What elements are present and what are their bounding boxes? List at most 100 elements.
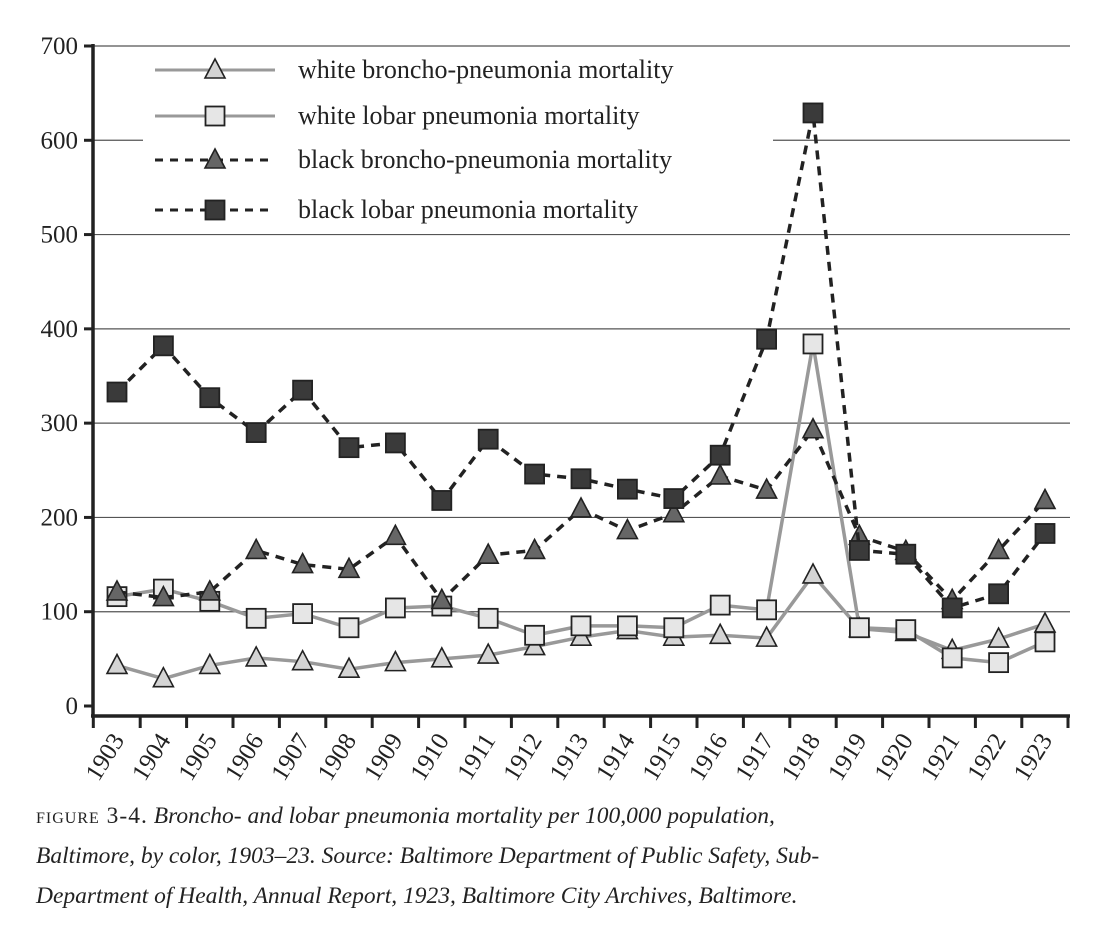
triangle-marker	[708, 463, 732, 485]
y-tick-label: 0	[66, 693, 79, 720]
square-marker	[204, 105, 226, 127]
legend-label: black lobar pneumonia mortality	[298, 195, 638, 224]
triangle-marker	[662, 500, 686, 523]
caption-line-2: Baltimore, by color, 1903–23. Source: Ba…	[36, 843, 820, 869]
triangle-marker	[384, 649, 407, 672]
triangle-marker	[708, 622, 732, 645]
square-marker	[292, 603, 314, 624]
caption-label: figure 3-4.	[36, 803, 148, 829]
legend: white broncho-pneumonia mortality white l…	[143, 50, 773, 234]
x-tick-label: 1915	[637, 729, 686, 786]
triangle-marker	[1033, 487, 1057, 510]
series-white-lobar-pneumonia-mortality	[106, 333, 1056, 674]
square-marker	[570, 468, 592, 490]
triangle-marker	[801, 417, 825, 439]
square-marker	[756, 599, 777, 621]
triangle-marker	[755, 625, 778, 647]
legend-label: black broncho-pneumonia mortality	[298, 145, 672, 174]
legend-label: white lobar pneumonia mortality	[298, 101, 640, 130]
figure-caption: figure 3-4. Broncho- and lobar pneumonia…	[36, 796, 1086, 916]
square-marker	[570, 615, 592, 637]
triangle-marker	[291, 648, 314, 671]
x-tick-label: 1907	[266, 729, 315, 786]
x-tick-label: 1904	[127, 728, 177, 785]
square-marker	[663, 617, 685, 639]
x-tick-label: 1920	[869, 729, 918, 786]
square-marker	[524, 624, 545, 646]
y-tick-label: 300	[41, 410, 79, 437]
triangle-marker	[337, 556, 361, 579]
square-marker	[106, 381, 128, 403]
square-marker	[895, 543, 917, 565]
square-marker	[941, 597, 963, 619]
legend-label: white broncho-pneumonia mortality	[298, 55, 673, 84]
square-marker	[941, 647, 963, 669]
square-marker	[477, 607, 499, 629]
square-marker	[1034, 523, 1056, 544]
x-tick-label: 1910	[405, 729, 454, 786]
x-tick-label: 1912	[498, 729, 547, 786]
square-marker	[663, 488, 685, 509]
square-marker	[802, 333, 824, 355]
triangle-marker	[755, 477, 778, 499]
x-tick-label: 1914	[591, 728, 641, 785]
square-marker	[849, 540, 870, 561]
y-tick-label: 100	[41, 599, 79, 626]
triangle-marker	[244, 645, 268, 667]
triangle-marker	[105, 579, 129, 601]
caption-line-1: Broncho- and lobar pneumonia mortality p…	[153, 803, 775, 829]
x-tick-label: 1909	[359, 729, 408, 786]
square-marker	[384, 597, 406, 619]
x-tick-label: 1921	[916, 729, 965, 786]
square-marker	[431, 490, 453, 511]
x-tick-label: 1916	[684, 729, 733, 786]
triangle-marker	[198, 579, 222, 601]
square-marker	[338, 437, 360, 459]
square-marker	[292, 379, 314, 401]
legend-background	[143, 50, 773, 234]
square-marker	[152, 335, 174, 357]
triangle-marker	[430, 646, 454, 668]
triangle-marker	[569, 496, 593, 518]
series-black-broncho-pneumonia-mortality	[105, 417, 1057, 610]
square-marker	[849, 617, 870, 639]
x-tick-label: 1922	[962, 729, 1011, 786]
square-marker	[338, 617, 360, 639]
x-tick-label: 1923	[1009, 729, 1058, 786]
square-marker	[709, 594, 731, 616]
square-marker	[477, 428, 499, 450]
triangle-marker	[616, 517, 639, 540]
triangle-marker	[1033, 611, 1057, 633]
triangle-marker	[987, 537, 1010, 560]
square-marker	[384, 432, 406, 454]
series-group	[105, 102, 1057, 688]
square-marker	[895, 619, 917, 641]
triangle-marker	[476, 642, 500, 664]
triangle-marker	[152, 665, 175, 688]
square-marker	[1034, 631, 1056, 653]
caption-line-3: Department of Health, Annual Report, 192…	[36, 883, 798, 909]
square-marker	[988, 652, 1009, 674]
triangle-marker	[244, 537, 268, 560]
square-marker	[245, 422, 267, 443]
square-marker	[802, 102, 824, 124]
x-tick-label: 1918	[777, 729, 826, 786]
x-tick-label: 1911	[452, 729, 501, 785]
triangle-marker	[152, 584, 175, 607]
triangle-marker	[523, 537, 546, 560]
square-marker	[204, 199, 226, 221]
x-tick-label: 1905	[173, 729, 222, 786]
triangle-marker	[203, 57, 227, 79]
triangle-marker	[801, 562, 825, 584]
x-tick-label: 1917	[730, 729, 779, 786]
square-marker	[199, 387, 221, 409]
y-tick-label: 700	[41, 33, 79, 60]
square-marker	[617, 615, 638, 637]
triangle-marker	[384, 523, 407, 546]
series-black-lobar-pneumonia-mortality	[106, 102, 1056, 619]
x-tick-label: 1908	[313, 729, 362, 786]
y-tick-label: 600	[41, 127, 79, 154]
x-tick-label: 1906	[220, 729, 269, 786]
y-tick-label: 500	[41, 222, 79, 249]
